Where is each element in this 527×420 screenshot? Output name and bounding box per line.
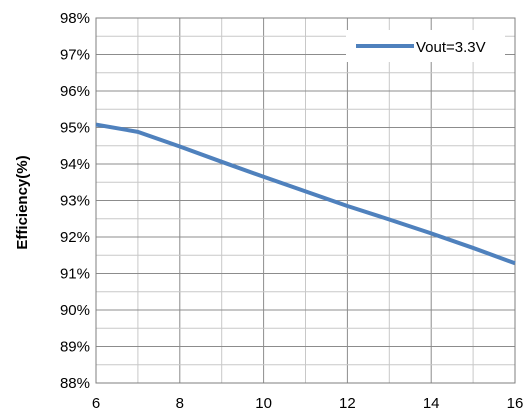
y-tick-label: 91% (60, 266, 90, 283)
y-tick-label: 90% (60, 302, 90, 319)
y-tick-label: 94% (60, 156, 90, 173)
y-tick-label: 96% (60, 83, 90, 100)
x-tick-label: 10 (255, 395, 272, 412)
y-tick-label: 88% (60, 375, 90, 392)
tick-labels: 88% 89% 90% 91% 92% 93% 94% 95% 96% 97% 98% 6 8 10 12 1… (60, 10, 523, 412)
y-axis-title: Efficiency(%) (14, 155, 31, 249)
plot-area-border (95, 17, 516, 384)
legend-label: Vout=3.3V (416, 39, 486, 56)
y-tick-label: 92% (60, 229, 90, 246)
y-tick-label: 98% (60, 10, 90, 27)
y-tick-label: 93% (60, 193, 90, 210)
y-tick-label: 97% (60, 47, 90, 64)
x-tick-label: 8 (176, 395, 184, 412)
series-lines (95, 122, 516, 266)
y-tick-label: 95% (60, 120, 90, 137)
y-tick-label: 89% (60, 339, 90, 356)
legend: Vout=3.3V (346, 30, 505, 62)
x-tick-label: 16 (507, 395, 524, 412)
x-tick-label: 14 (423, 395, 440, 412)
grid-lines (95, 17, 516, 384)
x-tick-label: 6 (92, 395, 100, 412)
x-tick-label: 12 (339, 395, 356, 412)
series-line (95, 122, 516, 266)
